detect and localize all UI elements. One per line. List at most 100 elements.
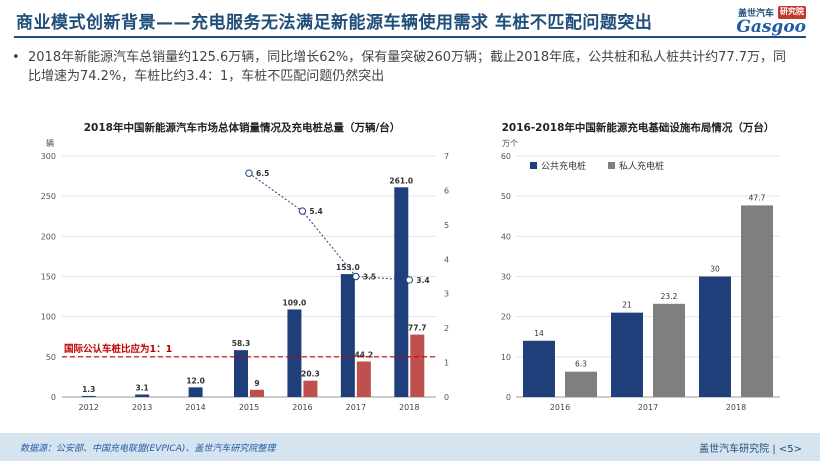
sales-bar-label: 153.0 <box>336 263 360 272</box>
y-axis-unit-label: 万个 <box>502 139 518 148</box>
sales-chart: 辆 0 50 100 150 200 250 300 0 1 2 3 4 5 6 7 2012 2013 2014 2… <box>41 138 449 412</box>
ratio-point-label: 3.4 <box>416 276 429 285</box>
page-number: 盖世汽车研究院 | <5> <box>699 444 802 455</box>
y-tick-label: 100 <box>41 313 56 322</box>
y2-tick-label: 5 <box>444 221 449 230</box>
x-tick-label: 2013 <box>132 403 152 412</box>
bullet-dot: • <box>12 50 20 65</box>
ratio-point-label: 6.5 <box>256 169 269 178</box>
x-tick-label: 2018 <box>399 403 419 412</box>
sales-bar-label: 1.3 <box>82 385 95 394</box>
y-tick-label: 60 <box>501 152 511 161</box>
y-tick-label: 50 <box>501 192 511 201</box>
y-tick-label: 200 <box>41 232 56 241</box>
x-tick-label: 2016 <box>550 403 570 412</box>
bar-value-label: 6.3 <box>575 360 587 369</box>
x-tick-label: 2017 <box>346 403 366 412</box>
x-tick-label: 2018 <box>726 403 746 412</box>
page-title: 商业模式创新背景——充电服务无法满足新能源车辆使用需求 车桩不匹配问题突出 <box>16 13 653 33</box>
x-tick-label: 2017 <box>638 403 658 412</box>
y2-tick-label: 6 <box>444 186 449 195</box>
bar-value-label: 23.2 <box>661 292 678 301</box>
title-divider <box>14 36 806 38</box>
bar-value-label: 14 <box>534 329 544 338</box>
y-tick-label: 0 <box>506 393 511 402</box>
bar-value-label: 21 <box>622 301 632 310</box>
y2-tick-label: 7 <box>444 152 449 161</box>
sales-bar <box>135 394 150 397</box>
charger-chart: 万个 0 10 20 30 40 50 60 公共充电桩 私人充电桩 2016 14 6.3 2017 21… <box>501 139 780 412</box>
sales-bar-label: 3.1 <box>135 384 148 393</box>
sales-bar <box>188 387 203 397</box>
charger-bar-label: 44.2 <box>355 350 374 359</box>
sales-bar <box>340 274 355 397</box>
y-axis-unit-label: 辆 <box>46 138 54 148</box>
legend-swatch <box>608 162 615 169</box>
charger-bar-label: 20.3 <box>301 370 320 379</box>
y-tick-label: 0 <box>51 393 56 402</box>
summary-text: 2018年新能源汽车总销量约125.6万辆，同比增长62%，保有量突破260万辆… <box>28 50 787 84</box>
sales-bar <box>287 309 302 397</box>
ratio-point <box>298 207 307 215</box>
sales-bar <box>394 187 409 397</box>
sales-bar <box>234 350 248 397</box>
y2-tick-label: 2 <box>444 324 449 333</box>
public-charger-bar <box>523 340 555 397</box>
charger-bar <box>410 334 425 397</box>
sales-bar-label: 58.3 <box>232 339 251 348</box>
y-tick-label: 30 <box>501 273 511 282</box>
x-tick-label: 2015 <box>239 403 259 412</box>
charger-bar <box>356 361 371 397</box>
legend-label: 私人充电桩 <box>619 160 664 172</box>
logo-brand-text: 盖世汽车 <box>737 9 774 19</box>
sales-chart-panel: 2018年中国新能源汽车市场总体销量情况及充电桩总量（万辆/台） 辆 0 50 100… <box>16 112 468 420</box>
ratio-point-label: 3.5 <box>363 273 376 282</box>
y-tick-label: 150 <box>41 273 56 282</box>
ratio-point <box>245 169 253 177</box>
y2-tick-label: 0 <box>444 393 449 402</box>
y-tick-label: 40 <box>501 232 511 241</box>
sales-bar-label: 261.0 <box>389 176 413 185</box>
gasgoo-logo: 盖世汽车 研究院 Gasgoo <box>708 6 806 37</box>
charger-chart-panel: 2016-2018年中国新能源充电基础设施布局情况（万台） 万个 0 10 20 30 4… <box>488 112 788 420</box>
summary-bullet: • 2018年新能源汽车总销量约125.6万辆，同比增长62%，保有量突破260… <box>12 48 798 86</box>
ratio-point <box>352 272 360 281</box>
bar-value-label: 30 <box>710 265 720 274</box>
ratio-point-label: 5.4 <box>309 207 322 216</box>
legend-swatch <box>530 162 537 169</box>
private-charger-bar <box>653 303 685 397</box>
x-tick-label: 2014 <box>185 403 205 412</box>
ratio-line <box>248 172 410 281</box>
y-tick-label: 250 <box>41 192 56 201</box>
charger-bar-label: 9 <box>254 379 259 388</box>
y2-tick-label: 4 <box>444 255 449 264</box>
charger-bar <box>250 389 264 397</box>
y-tick-label: 10 <box>501 353 511 362</box>
data-source: 数据源：公安部、中国充电联盟(EVPICA)、盖世汽车研究院整理 <box>20 444 276 454</box>
sales-chart-title: 2018年中国新能源汽车市场总体销量情况及充电桩总量（万辆/台） <box>83 122 401 134</box>
y-tick-label: 50 <box>46 353 56 362</box>
footer-band <box>0 433 820 461</box>
charger-bar-label: 77.7 <box>408 324 427 333</box>
logo-wordmark: Gasgoo <box>736 17 806 37</box>
x-tick-label: 2016 <box>292 403 312 412</box>
x-tick-label: 2012 <box>79 403 99 412</box>
y2-tick-label: 1 <box>444 359 449 368</box>
y-tick-label: 20 <box>501 313 511 322</box>
public-charger-bar <box>611 312 643 397</box>
logo-tag: 研究院 <box>778 6 806 19</box>
public-charger-bar <box>699 276 731 397</box>
y2-tick-label: 3 <box>444 290 449 299</box>
ratio-point <box>405 276 413 284</box>
legend-label: 公共充电桩 <box>541 160 586 172</box>
sales-bar-label: 109.0 <box>283 298 307 307</box>
reference-line-label: 国际公认车桩比应为1：1 <box>64 343 172 355</box>
charger-bar <box>303 380 318 397</box>
sales-bar <box>81 395 96 397</box>
charger-chart-title: 2016-2018年中国新能源充电基础设施布局情况（万台） <box>501 122 775 134</box>
y-tick-label: 300 <box>41 152 56 161</box>
bar-value-label: 47.7 <box>749 193 766 202</box>
sales-bar-label: 12.0 <box>186 376 205 385</box>
private-charger-bar <box>565 371 597 397</box>
private-charger-bar <box>741 205 773 397</box>
